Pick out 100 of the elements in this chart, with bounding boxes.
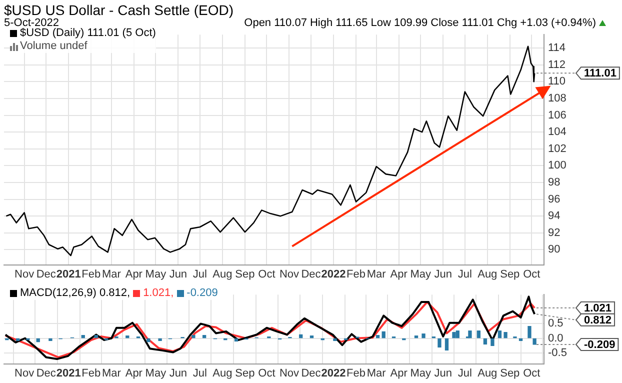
bar [422,333,426,338]
x-tick-label: Jul [458,268,472,280]
bar [158,338,162,341]
x-tick-label: Dec [36,268,56,280]
x-tick-label: Jun [169,268,188,280]
x-tick-label: 2021 [56,367,81,380]
y-tick-label: 104 [548,126,566,138]
x-tick-label: Aug [478,268,498,280]
y-tick-label: 112 [548,58,566,71]
x-tick-label: Sep [235,268,255,280]
bar [333,338,337,341]
x-tick-label: 2021 [56,268,81,280]
bar [452,332,456,338]
x-tick-label: Apr [390,268,408,280]
bar [376,334,380,338]
x-tick-label: May [410,367,432,380]
y-tick-label: 110 [548,76,566,88]
x-tick-label: Jun [169,367,188,380]
x-tick-label: May [145,268,167,280]
bar [310,336,314,338]
bar [444,338,449,350]
x-tick-label: Sep [500,367,520,380]
x-tick-label: Feb [82,268,101,280]
bar [476,330,481,338]
x-tick-label: Aug [212,268,232,280]
annotation: 111.01 [584,68,616,80]
x-tick-label: Jul [192,367,207,380]
x-tick-label: Dec [36,367,56,380]
bar [490,338,494,346]
x-tick-label: Aug [478,367,498,380]
x-tick-label: Mar [102,367,122,380]
x-tick-label: Jul [192,268,207,280]
x-tick-label: Oct [258,367,276,380]
x-tick-label: Nov [14,268,35,280]
x-tick-label: Apr [125,268,143,280]
chart-subtitle: 5-Oct-2022 [4,17,60,29]
bar [504,332,508,338]
y-tick-label: 94 [548,210,560,222]
x-tick-label: Apr [125,367,143,380]
bar [126,336,130,338]
x-tick-label: Nov [14,367,35,380]
x-tick-label: Dec [301,367,322,380]
x-tick-label: Feb [346,367,366,380]
x-tick-label: Feb [346,268,366,280]
bar [146,338,150,342]
legend-label: $USD (Daily) 111.01 (5 Oct) [20,27,156,40]
bar [192,334,196,338]
y-tick-label: 0.0 [548,332,564,344]
bar [414,336,418,338]
bar [94,334,98,338]
x-tick-label: Mar [102,268,122,280]
text: Open 110.07 High 111.65 Low 109.99 Close 111.01 Chg +1.03 (+0.94%) [244,17,596,29]
x-tick-label: Sep [500,268,520,280]
x-tick-label: Mar [366,367,386,380]
y-tick-label: 96 [548,193,560,206]
x-tick-label: Mar [366,268,386,280]
bar [528,326,532,338]
bar [202,334,206,338]
annotation: 0.812 [584,314,612,326]
chart-title: $USD US Dollar - Cash Settle (EOD) [4,2,234,18]
x-tick-label: 2022 [321,268,346,280]
y-tick-label: 106 [548,109,566,122]
x-tick-label: Dec [301,268,322,280]
bar [498,330,502,338]
legend-label: -0.209 [186,287,218,300]
y-tick-label: -0.5 [548,347,567,360]
bar [468,330,472,338]
y-tick-label: 102 [548,142,566,155]
x-tick-label: May [410,268,432,280]
x-tick-label: Sep [235,367,255,380]
x-tick-label: Oct [258,268,276,280]
x-tick-label: Jun [434,367,452,380]
bar [382,331,386,338]
bar [518,338,523,341]
x-tick-label: 2022 [321,367,346,380]
bar [532,338,536,345]
y-tick-label: 92 [548,226,560,239]
y-tick-label: 114 [548,42,566,54]
annotation: -0.209 [584,338,616,351]
annotation: Volume undef [20,40,88,53]
bar [438,338,442,348]
x-tick-label: Feb [82,367,101,380]
x-tick-label: Oct [523,367,540,380]
legend-label: MACD(12,26,9) 0.812, [20,287,130,300]
x-tick-label: Nov [279,268,300,280]
x-tick-label: Nov [279,367,300,380]
bar [48,338,52,341]
bar [16,338,20,341]
bar [234,338,238,342]
legend-label: 1.021, [143,287,174,300]
annotation: 1.021 [584,302,612,314]
x-tick-label: Jun [434,268,452,280]
x-tick-label: May [145,367,167,380]
bar [81,334,85,338]
x-tick-label: Jul [458,367,472,380]
bar [483,338,488,345]
y-tick-label: 90 [548,244,560,256]
x-tick-label: Apr [390,367,408,380]
y-tick-label: 108 [548,92,566,104]
y-tick-label: 0.5 [548,317,564,330]
